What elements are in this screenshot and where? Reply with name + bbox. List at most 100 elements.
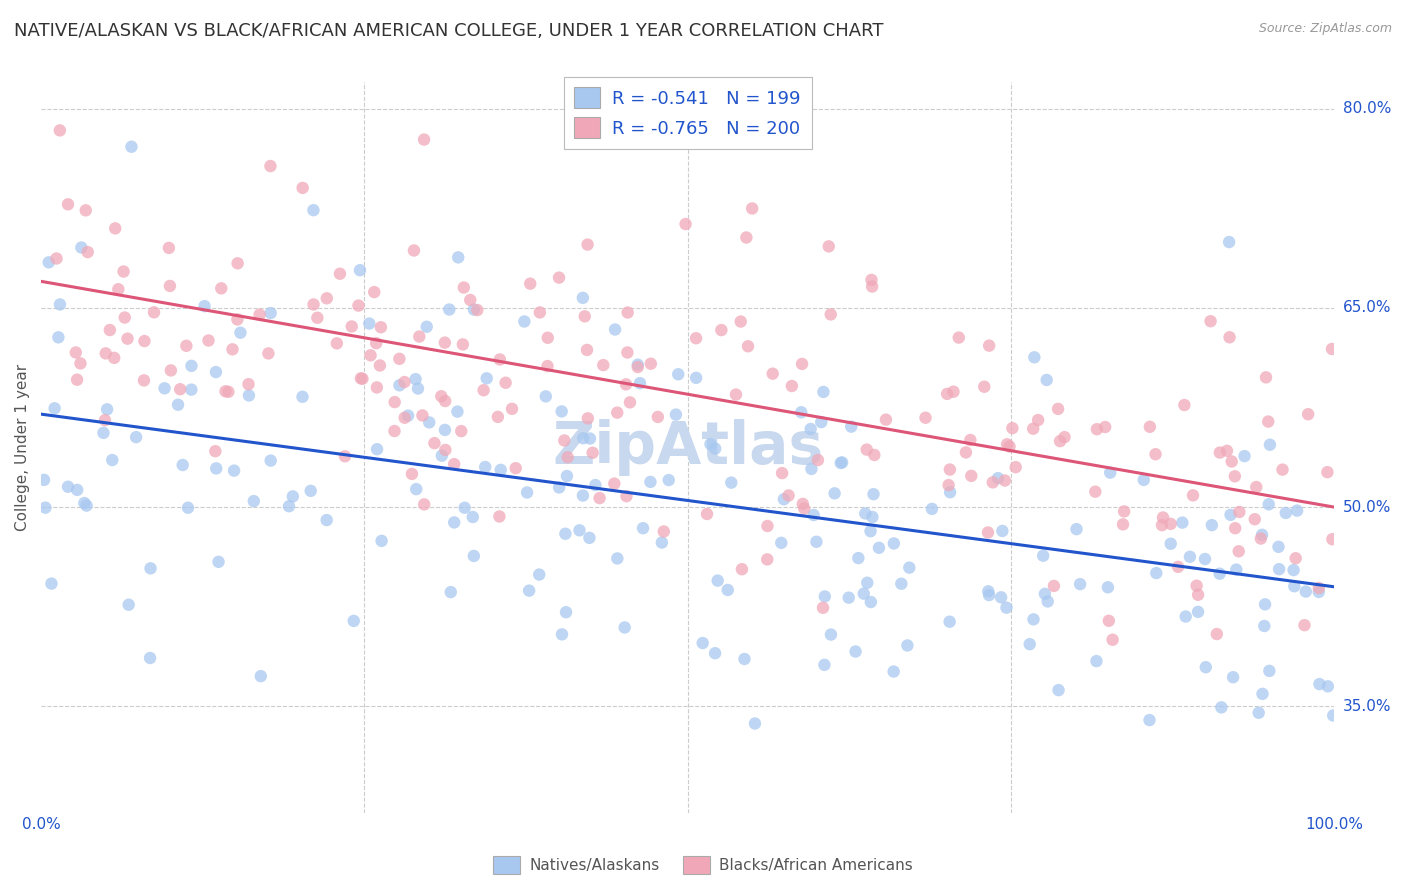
- Point: [394, 375, 416, 389]
- Point: [1114, 504, 1136, 518]
- Point: [388, 351, 411, 366]
- Point: [534, 389, 557, 403]
- Point: [572, 431, 595, 445]
- Point: [1296, 407, 1319, 421]
- Point: [1219, 330, 1241, 344]
- Point: [578, 531, 600, 545]
- Point: [229, 326, 252, 340]
- Point: [56, 480, 79, 494]
- Point: [1139, 713, 1161, 727]
- Point: [1139, 419, 1161, 434]
- Point: [665, 408, 688, 422]
- Point: [406, 382, 429, 396]
- Point: [1257, 415, 1279, 429]
- Point: [226, 256, 249, 270]
- Point: [806, 534, 828, 549]
- Point: [553, 434, 575, 448]
- Point: [343, 614, 366, 628]
- Point: [243, 494, 266, 508]
- Point: [465, 303, 488, 318]
- Point: [340, 319, 363, 334]
- Point: [1219, 508, 1241, 522]
- Point: [75, 203, 97, 218]
- Point: [710, 323, 733, 337]
- Point: [977, 588, 1000, 602]
- Point: [384, 395, 406, 409]
- Point: [614, 377, 637, 392]
- Point: [221, 343, 243, 357]
- Point: [388, 378, 411, 392]
- Point: [281, 490, 304, 504]
- Point: [631, 521, 654, 535]
- Point: [1018, 637, 1040, 651]
- Point: [489, 352, 512, 367]
- Point: [859, 524, 882, 539]
- Point: [349, 263, 371, 277]
- Text: 65.0%: 65.0%: [1343, 301, 1391, 316]
- Point: [451, 337, 474, 351]
- Point: [495, 376, 517, 390]
- Point: [486, 409, 509, 424]
- Point: [453, 500, 475, 515]
- Point: [49, 297, 72, 311]
- Point: [434, 442, 457, 457]
- Point: [405, 372, 427, 386]
- Point: [981, 475, 1004, 490]
- Point: [1036, 594, 1059, 608]
- Point: [405, 482, 427, 496]
- Point: [898, 560, 921, 574]
- Point: [418, 416, 440, 430]
- Point: [737, 339, 759, 353]
- Point: [810, 415, 832, 429]
- Point: [207, 555, 229, 569]
- Point: [938, 478, 960, 492]
- Point: [1267, 540, 1289, 554]
- Point: [94, 413, 117, 427]
- Point: [1033, 587, 1056, 601]
- Point: [366, 336, 388, 351]
- Point: [557, 450, 579, 465]
- Point: [890, 576, 912, 591]
- Point: [360, 348, 382, 362]
- Point: [652, 524, 675, 539]
- Point: [875, 412, 897, 426]
- Point: [446, 404, 468, 418]
- Point: [1322, 708, 1344, 723]
- Point: [1049, 434, 1071, 449]
- Point: [1211, 700, 1233, 714]
- Point: [1069, 577, 1091, 591]
- Point: [717, 582, 740, 597]
- Point: [824, 486, 846, 500]
- Point: [259, 306, 281, 320]
- Point: [576, 237, 599, 252]
- Point: [76, 245, 98, 260]
- Point: [1253, 619, 1275, 633]
- Point: [1195, 660, 1218, 674]
- Point: [1022, 612, 1045, 626]
- Point: [551, 627, 574, 641]
- Point: [579, 432, 602, 446]
- Point: [548, 480, 571, 494]
- Point: [453, 280, 475, 294]
- Point: [366, 442, 388, 457]
- Point: [439, 302, 461, 317]
- Text: 35.0%: 35.0%: [1343, 698, 1391, 714]
- Point: [800, 422, 823, 436]
- Point: [1066, 522, 1088, 536]
- Point: [1225, 563, 1247, 577]
- Point: [315, 291, 337, 305]
- Point: [352, 372, 374, 386]
- Point: [260, 453, 283, 467]
- Point: [461, 510, 484, 524]
- Point: [443, 516, 465, 530]
- Point: [704, 646, 727, 660]
- Point: [696, 507, 718, 521]
- Point: [1308, 581, 1330, 595]
- Point: [529, 305, 551, 319]
- Point: [204, 444, 226, 458]
- Point: [416, 319, 439, 334]
- Point: [501, 401, 523, 416]
- Point: [1150, 518, 1173, 533]
- Point: [1320, 342, 1343, 356]
- Point: [440, 585, 463, 599]
